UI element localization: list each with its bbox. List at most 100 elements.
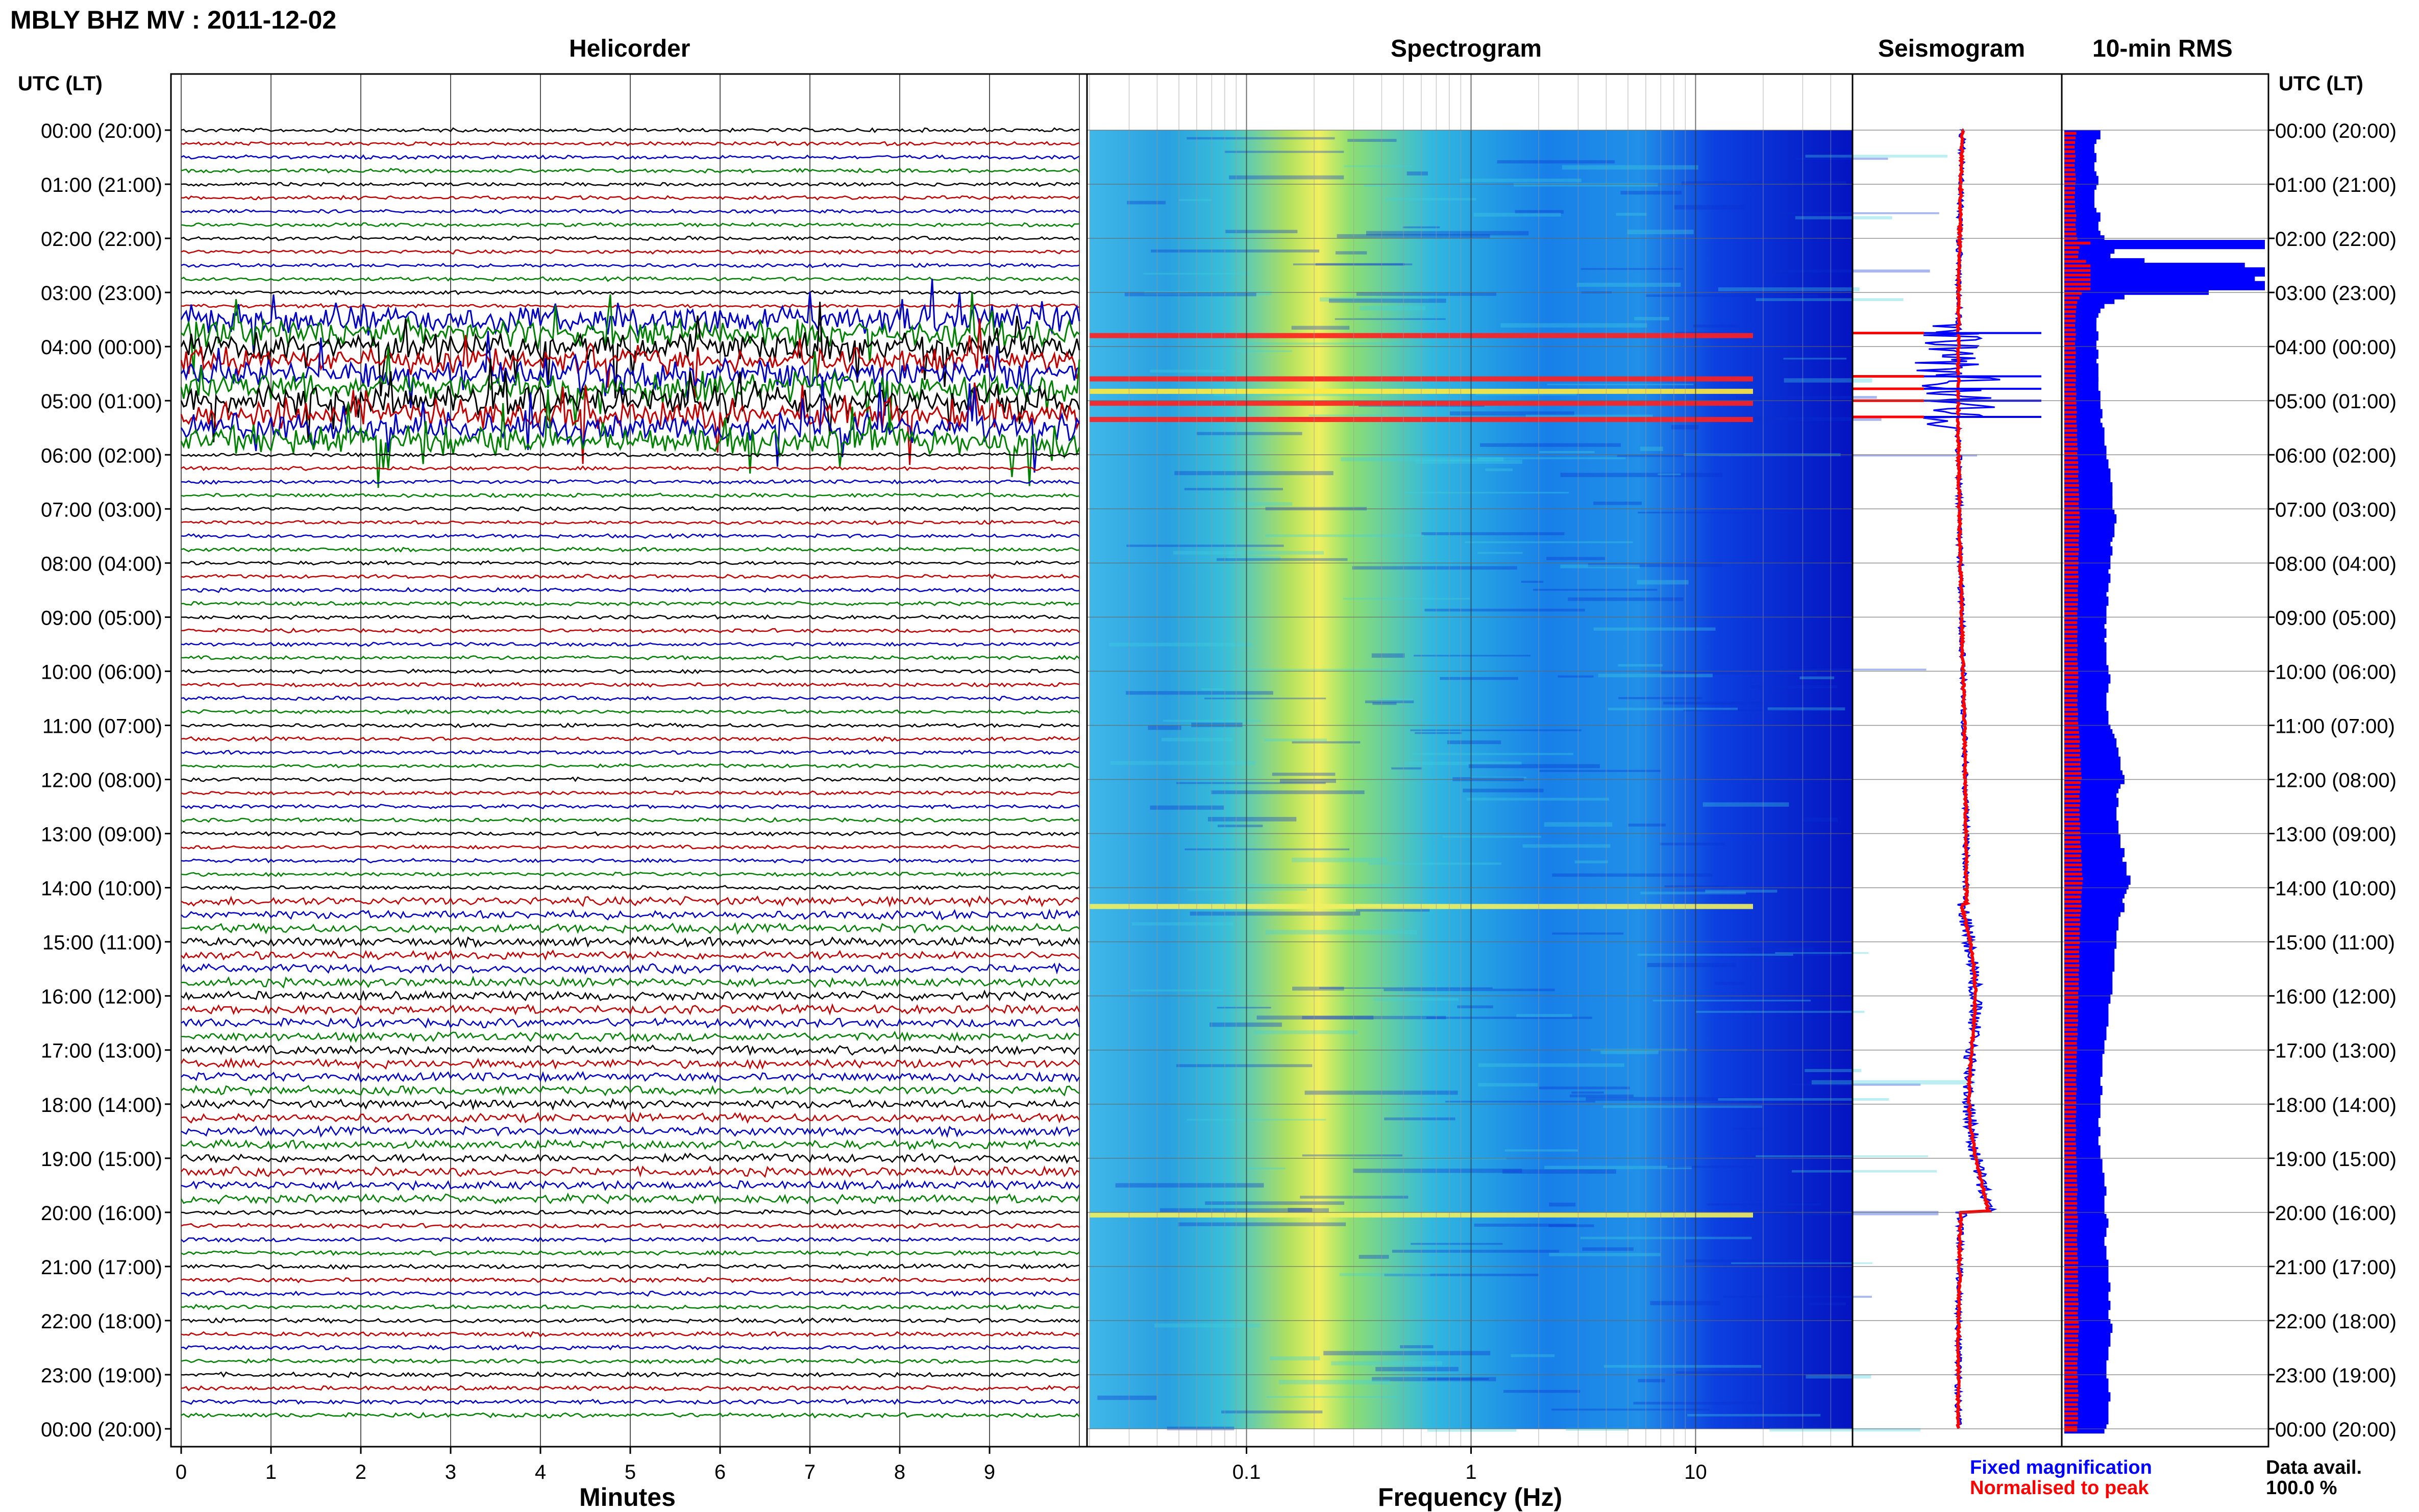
rms-bar-normalised bbox=[2064, 566, 2079, 572]
rms-bar-normalised bbox=[2064, 447, 2078, 453]
spectrogram-texture bbox=[1693, 324, 1740, 328]
spectrogram-texture bbox=[1245, 1167, 1286, 1170]
rms-bar-normalised bbox=[2064, 1183, 2078, 1189]
spectrogram-texture bbox=[1652, 1000, 1811, 1002]
rms-bar-normalised bbox=[2064, 310, 2076, 316]
spectrogram-texture bbox=[1477, 457, 1626, 459]
spectrogram-texture bbox=[1365, 700, 1414, 704]
time-label-left: 22:00 (18:00) bbox=[41, 1310, 162, 1333]
rms-bar-normalised bbox=[2064, 1151, 2076, 1157]
spectrogram-texture bbox=[1265, 534, 1424, 537]
spectrogram-texture bbox=[1618, 664, 1663, 667]
rms-bar-normalised bbox=[2064, 1202, 2078, 1208]
rms-bar-normalised bbox=[2064, 493, 2079, 499]
rms-bar-normalised bbox=[2064, 351, 2076, 357]
rms-bar-normalised bbox=[2064, 626, 2078, 631]
spectrogram-texture bbox=[1502, 1169, 1616, 1174]
spectrogram-texture bbox=[1470, 777, 1527, 779]
spectrogram-texture bbox=[1539, 770, 1661, 772]
spectrogram-texture bbox=[1404, 491, 1569, 494]
legend-normalised-to-peak: Normalised to peak bbox=[1970, 1477, 2149, 1499]
rms-bar-normalised bbox=[2064, 735, 2080, 741]
spectrogram-texture bbox=[1792, 1083, 1921, 1086]
spectrogram-texture bbox=[1497, 160, 1615, 164]
spectrogram-texture bbox=[1335, 251, 1367, 255]
time-label-left: 03:00 (23:00) bbox=[41, 282, 162, 305]
rms-bar-normalised bbox=[2064, 475, 2079, 481]
rms-bar-normalised bbox=[2064, 575, 2079, 581]
spectrogram-panel bbox=[1089, 74, 1978, 1447]
rms-bar-normalised bbox=[2064, 946, 2080, 952]
time-label-right: 12:00 (08:00) bbox=[2275, 770, 2397, 792]
helicorder-trace bbox=[181, 1208, 1080, 1216]
spectrogram-texture bbox=[1473, 213, 1561, 217]
rms-bar-normalised bbox=[2064, 817, 2080, 824]
data-avail-label: Data avail. bbox=[2266, 1457, 2362, 1478]
rms-bar-normalised bbox=[2064, 1220, 2079, 1226]
rms-bar-normalised bbox=[2064, 1074, 2077, 1080]
rms-bar-normalised bbox=[2064, 969, 2079, 975]
helicorder-trace bbox=[181, 790, 1080, 796]
rms-bar-normalised bbox=[2064, 232, 2077, 238]
helicorder-trace bbox=[180, 346, 1080, 435]
rms-bar-normalised bbox=[2064, 191, 2075, 197]
helicorder-trace bbox=[181, 1290, 1080, 1297]
spectrogram-texture bbox=[1544, 1166, 1692, 1170]
time-header-left: UTC (LT) bbox=[18, 72, 103, 95]
rms-bar-normalised bbox=[2064, 1238, 2077, 1244]
rms-bar-normalised bbox=[2064, 1384, 2078, 1391]
time-label-left: 13:00 (09:00) bbox=[41, 824, 162, 846]
spectrogram-texture bbox=[1638, 511, 1792, 514]
rms-bar-normalised bbox=[2064, 1097, 2076, 1102]
rms-bar-normalised bbox=[2064, 845, 2081, 851]
rms-bar-normalised bbox=[2064, 941, 2080, 947]
spectrogram-texture bbox=[1343, 598, 1470, 600]
spectrogram-texture bbox=[1341, 457, 1504, 461]
spectrogram-texture bbox=[1645, 294, 1818, 297]
spectrogram-texture bbox=[1685, 1259, 1830, 1262]
rms-bar-normalised bbox=[2064, 557, 2079, 563]
time-label-left: 08:00 (04:00) bbox=[41, 553, 162, 575]
minute-tick-label: 5 bbox=[625, 1461, 636, 1483]
time-label-left: 10:00 (06:00) bbox=[41, 661, 162, 683]
time-label-left: 00:00 (20:00) bbox=[41, 120, 162, 142]
rms-bar-normalised bbox=[2064, 923, 2081, 929]
spectrogram-texture bbox=[1733, 1127, 1775, 1130]
spectrogram-texture bbox=[1780, 212, 1939, 214]
time-label-right: 23:00 (19:00) bbox=[2275, 1365, 2397, 1387]
rms-bar-normalised bbox=[2064, 662, 2078, 668]
spectrogram-texture bbox=[1803, 817, 1838, 822]
rms-bar-normalised bbox=[2064, 411, 2077, 416]
spectrogram-texture bbox=[1150, 249, 1320, 253]
rms-bar-normalised bbox=[2064, 1042, 2077, 1048]
spectrogram-texture bbox=[1353, 1169, 1522, 1173]
spectrogram-texture bbox=[1352, 566, 1517, 570]
spectrogram-texture bbox=[1335, 318, 1446, 320]
rms-bar-normalised bbox=[2064, 205, 2075, 211]
rms-bar-normalised bbox=[2064, 886, 2082, 892]
rms-bar-normalised bbox=[2064, 936, 2080, 943]
spectrogram-texture bbox=[1478, 1083, 1538, 1087]
rms-bar-normalised bbox=[2064, 548, 2079, 554]
helicorder-trace bbox=[180, 331, 1080, 416]
minute-tick-label: 4 bbox=[535, 1461, 546, 1483]
spectrogram-texture bbox=[1293, 263, 1413, 265]
spectrogram-texture bbox=[1633, 1402, 1785, 1405]
time-label-left: 17:00 (13:00) bbox=[41, 1040, 162, 1062]
rms-bar-normalised bbox=[2064, 649, 2078, 654]
helicorder-trace bbox=[181, 1263, 1080, 1270]
spectrogram-texture bbox=[1238, 884, 1395, 888]
rms-bar-normalised bbox=[2064, 877, 2083, 883]
time-label-left: 14:00 (10:00) bbox=[41, 878, 162, 900]
rms-bar-normalised bbox=[2064, 461, 2079, 467]
helicorder-trace bbox=[181, 935, 1080, 949]
rms-bar-normalised bbox=[2064, 296, 2080, 302]
spectrogram-texture bbox=[1504, 1149, 1578, 1152]
rms-bar-normalised bbox=[2064, 859, 2082, 864]
rms-bar-normalised bbox=[2064, 1037, 2078, 1043]
rms-bar-normalised bbox=[2064, 685, 2079, 691]
helicorder-trace bbox=[181, 1331, 1080, 1338]
time-label-right: 19:00 (15:00) bbox=[2275, 1148, 2397, 1171]
spectrogram-texture bbox=[1805, 155, 1948, 158]
